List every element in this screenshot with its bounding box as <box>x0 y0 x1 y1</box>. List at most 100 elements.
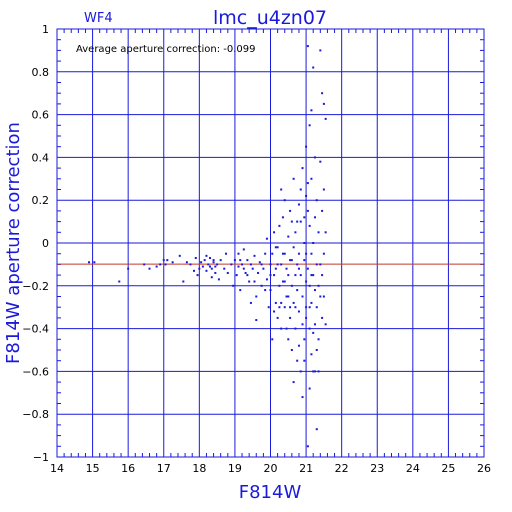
data-point <box>324 231 327 234</box>
data-point <box>308 306 311 309</box>
data-point <box>290 259 293 262</box>
data-point <box>287 295 290 298</box>
data-point <box>260 284 263 287</box>
data-point <box>306 445 309 448</box>
data-point <box>317 338 320 341</box>
data-point <box>296 289 299 292</box>
data-point <box>285 327 288 330</box>
data-point <box>246 259 249 262</box>
data-point <box>237 265 240 268</box>
data-point <box>205 254 208 257</box>
data-point <box>301 167 304 170</box>
y-tick-label: 0.8 <box>32 66 50 79</box>
data-point <box>285 295 288 298</box>
data-point <box>200 261 203 264</box>
data-point <box>212 259 215 262</box>
data-point <box>143 263 146 266</box>
data-point <box>312 242 315 244</box>
data-point <box>287 338 290 341</box>
data-point <box>303 259 306 262</box>
data-point <box>303 359 306 362</box>
data-point <box>315 263 318 266</box>
data-point <box>273 231 276 234</box>
data-point <box>319 49 322 52</box>
data-point <box>242 248 245 251</box>
data-point <box>297 252 300 255</box>
data-point <box>310 301 313 304</box>
x-axis-label: F814W <box>239 482 302 503</box>
x-tick-label: 23 <box>370 462 384 475</box>
data-point <box>127 267 130 270</box>
data-point <box>289 259 292 262</box>
x-tick-label: 22 <box>335 462 349 475</box>
data-point <box>319 160 322 163</box>
data-point <box>118 280 121 283</box>
data-point <box>317 284 320 287</box>
data-point <box>313 370 316 373</box>
data-point <box>235 274 238 277</box>
data-point <box>274 246 277 249</box>
data-point <box>306 209 309 212</box>
data-point <box>313 156 316 159</box>
x-tick-label: 25 <box>441 462 455 475</box>
data-point <box>303 242 306 244</box>
data-point <box>321 316 324 319</box>
data-point <box>292 177 295 180</box>
data-point <box>312 66 315 69</box>
x-tick-label: 26 <box>477 462 491 475</box>
data-point <box>283 252 286 255</box>
data-point <box>278 224 281 227</box>
data-point <box>292 301 295 304</box>
y-tick-label: −1 <box>33 451 49 464</box>
data-point <box>212 261 215 264</box>
data-point <box>305 316 308 319</box>
data-point <box>265 237 268 240</box>
data-point <box>322 188 325 191</box>
data-point <box>294 306 297 309</box>
y-tick-labels: −1 −0.8 −0.6 −0.4 −0.2 0 0.2 0.4 0.6 0.8 1 <box>22 23 49 464</box>
data-point <box>294 274 297 277</box>
x-tick-label: 24 <box>406 462 420 475</box>
data-point <box>93 261 96 264</box>
data-point <box>203 259 206 262</box>
data-point <box>225 252 228 255</box>
data-point <box>297 344 300 347</box>
data-point <box>257 271 260 274</box>
data-point <box>305 145 308 148</box>
data-point <box>310 353 313 356</box>
data-point <box>194 256 197 259</box>
data-point <box>223 267 226 270</box>
x-tick-label: 20 <box>264 462 278 475</box>
data-point <box>209 265 212 268</box>
y-tick-label: −0.2 <box>22 280 49 293</box>
data-point <box>255 295 258 298</box>
data-point <box>322 295 325 298</box>
data-point <box>290 284 293 287</box>
data-point <box>230 263 233 266</box>
data-point <box>269 289 272 292</box>
data-point <box>280 263 283 266</box>
data-point <box>273 310 276 313</box>
data-point <box>273 274 276 277</box>
data-point <box>303 338 306 341</box>
data-point <box>237 252 240 255</box>
data-point <box>178 254 181 257</box>
data-point <box>310 109 313 112</box>
x-tick-label: 19 <box>228 462 242 475</box>
data-point <box>308 327 311 330</box>
data-point <box>251 267 254 270</box>
data-point <box>283 306 286 309</box>
data-point <box>297 267 300 270</box>
data-point <box>226 271 229 274</box>
data-points <box>88 45 327 448</box>
data-point <box>162 259 165 262</box>
y-tick-label: −0.4 <box>22 323 49 336</box>
data-point <box>297 310 300 313</box>
data-point <box>308 387 311 390</box>
data-point <box>198 267 201 270</box>
data-point <box>241 263 244 266</box>
data-point <box>289 316 292 319</box>
y-tick-label: −0.6 <box>22 365 49 378</box>
data-point <box>281 280 284 283</box>
